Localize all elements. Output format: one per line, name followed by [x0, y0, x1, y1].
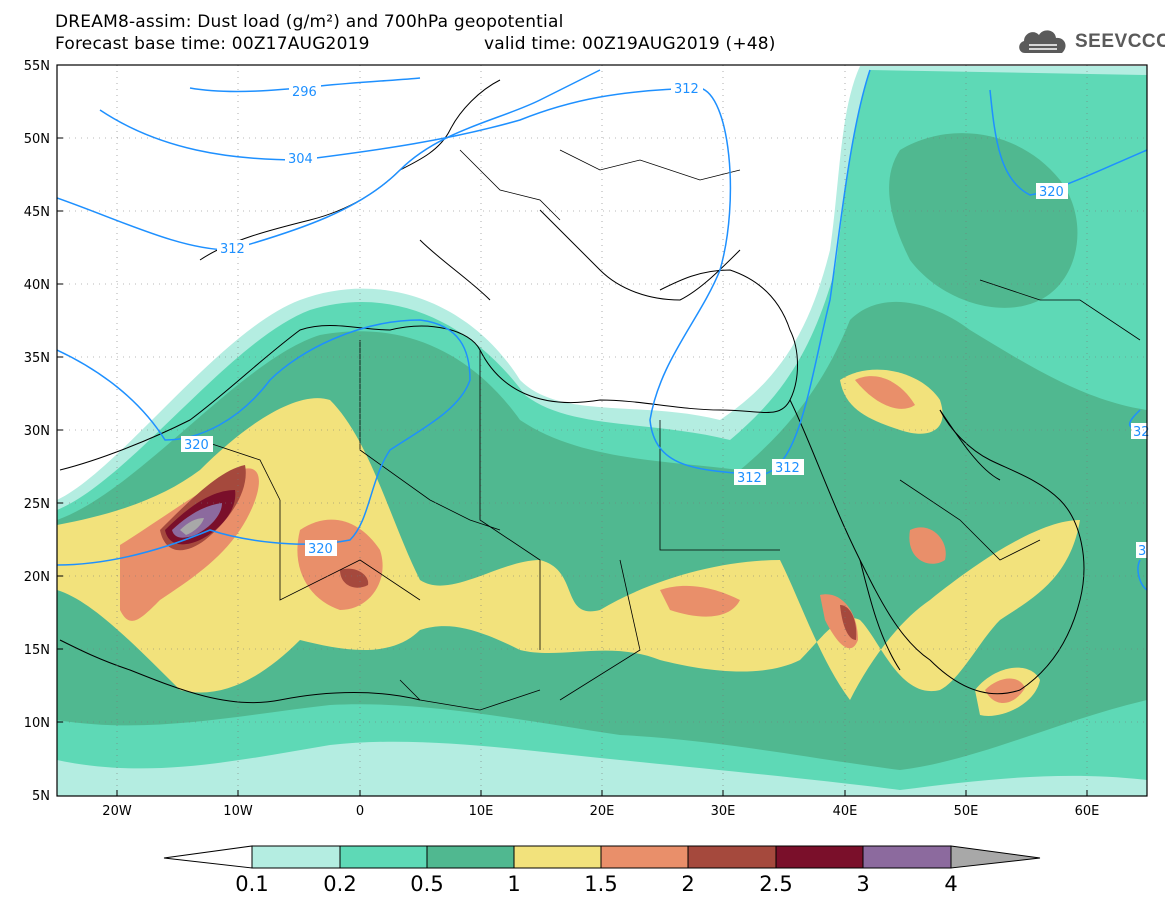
contour-labels: 296 304 312 312 312 312 320 320 320 32 3	[181, 80, 1150, 559]
colorbar-swatch	[862, 845, 952, 869]
lon-label: 40E	[833, 804, 858, 819]
lat-label: 15N	[24, 643, 50, 658]
lon-label: 10E	[469, 804, 494, 819]
colorbar-left-arrow	[163, 845, 253, 869]
contour-label: 320	[308, 542, 333, 557]
contour-label: 304	[288, 152, 313, 167]
lat-label: 55N	[24, 59, 50, 74]
lat-label: 40N	[24, 278, 50, 293]
base-time: Forecast base time: 00Z17AUG2019	[55, 34, 370, 54]
colorbar-right-arrow	[950, 845, 1041, 869]
dust-band-15-oman	[985, 678, 1025, 703]
lat-label: 20N	[24, 570, 50, 585]
colorbar-label: 4	[944, 872, 958, 896]
colorbar-swatch	[339, 845, 428, 869]
lon-label: 20W	[102, 804, 132, 819]
dust-band-4	[180, 518, 204, 535]
colorbar-label: 0.1	[235, 872, 269, 896]
contour-label: 312	[737, 471, 762, 486]
colorbar-label: 2.5	[759, 872, 793, 896]
colorbar-label: 0.2	[323, 872, 357, 896]
contour-label: 312	[220, 242, 245, 257]
lon-labels: 20W 10W 0 10E 20E 30E 40E 50E 60E	[102, 804, 1099, 819]
contour-label: 32	[1133, 425, 1150, 440]
lat-label: 30N	[24, 424, 50, 439]
colorbar-swatch	[251, 845, 341, 869]
colorbar-swatch	[687, 845, 777, 869]
seevccc-logo: SEEVCCC	[1015, 25, 1165, 61]
dust-band-1	[57, 398, 1080, 700]
contour-label: 320	[184, 438, 209, 453]
colorbar-label: 3	[856, 872, 870, 896]
contour-label: 312	[674, 82, 699, 97]
lon-label: 0	[356, 804, 364, 819]
lat-label: 10N	[24, 716, 50, 731]
lon-label: 60E	[1075, 804, 1100, 819]
colorbar-swatch	[775, 845, 864, 869]
borders	[199, 149, 1141, 711]
colorbar-label: 1.5	[584, 872, 618, 896]
lat-label: 5N	[32, 789, 50, 804]
colorbar-label: 0.5	[410, 872, 444, 896]
dust-band-15-iraq	[855, 376, 915, 409]
lon-label: 10W	[223, 804, 253, 819]
lon-label: 30E	[711, 804, 736, 819]
map-title: DREAM8-assim: Dust load (g/m²) and 700hP…	[55, 12, 564, 32]
cloud-icon	[1019, 30, 1066, 53]
logo-text: SEEVCCC	[1075, 31, 1165, 52]
colorbar	[163, 845, 1041, 869]
dust-band-2-eritrea	[840, 605, 857, 640]
dust-band-15-sudan	[660, 585, 740, 617]
colorbar-label: 1	[507, 872, 521, 896]
lat-label: 35N	[24, 351, 50, 366]
dust-band-05-north	[889, 133, 1078, 308]
valid-time: valid time: 00Z19AUG2019 (+48)	[484, 34, 776, 54]
contour-label: 312	[775, 461, 800, 476]
dust-band-2-mali	[340, 568, 369, 588]
contour-label: 320	[1039, 185, 1064, 200]
lon-label: 20E	[590, 804, 615, 819]
colorbar-swatch	[426, 845, 515, 869]
lat-label: 50N	[24, 132, 50, 147]
lat-label: 45N	[24, 205, 50, 220]
dust-band-15-saudi	[909, 527, 946, 564]
colorbar-swatch	[600, 845, 689, 869]
lat-label: 25N	[24, 497, 50, 512]
lon-label: 50E	[954, 804, 979, 819]
contour-label: 3	[1138, 544, 1146, 559]
axis-ticks	[57, 64, 1088, 797]
contour-label: 296	[292, 85, 317, 100]
lat-labels: 55N 50N 45N 40N 35N 30N 25N 20N 15N 10N …	[24, 59, 50, 804]
colorbar-swatch	[513, 845, 602, 869]
colorbar-label: 2	[681, 872, 695, 896]
